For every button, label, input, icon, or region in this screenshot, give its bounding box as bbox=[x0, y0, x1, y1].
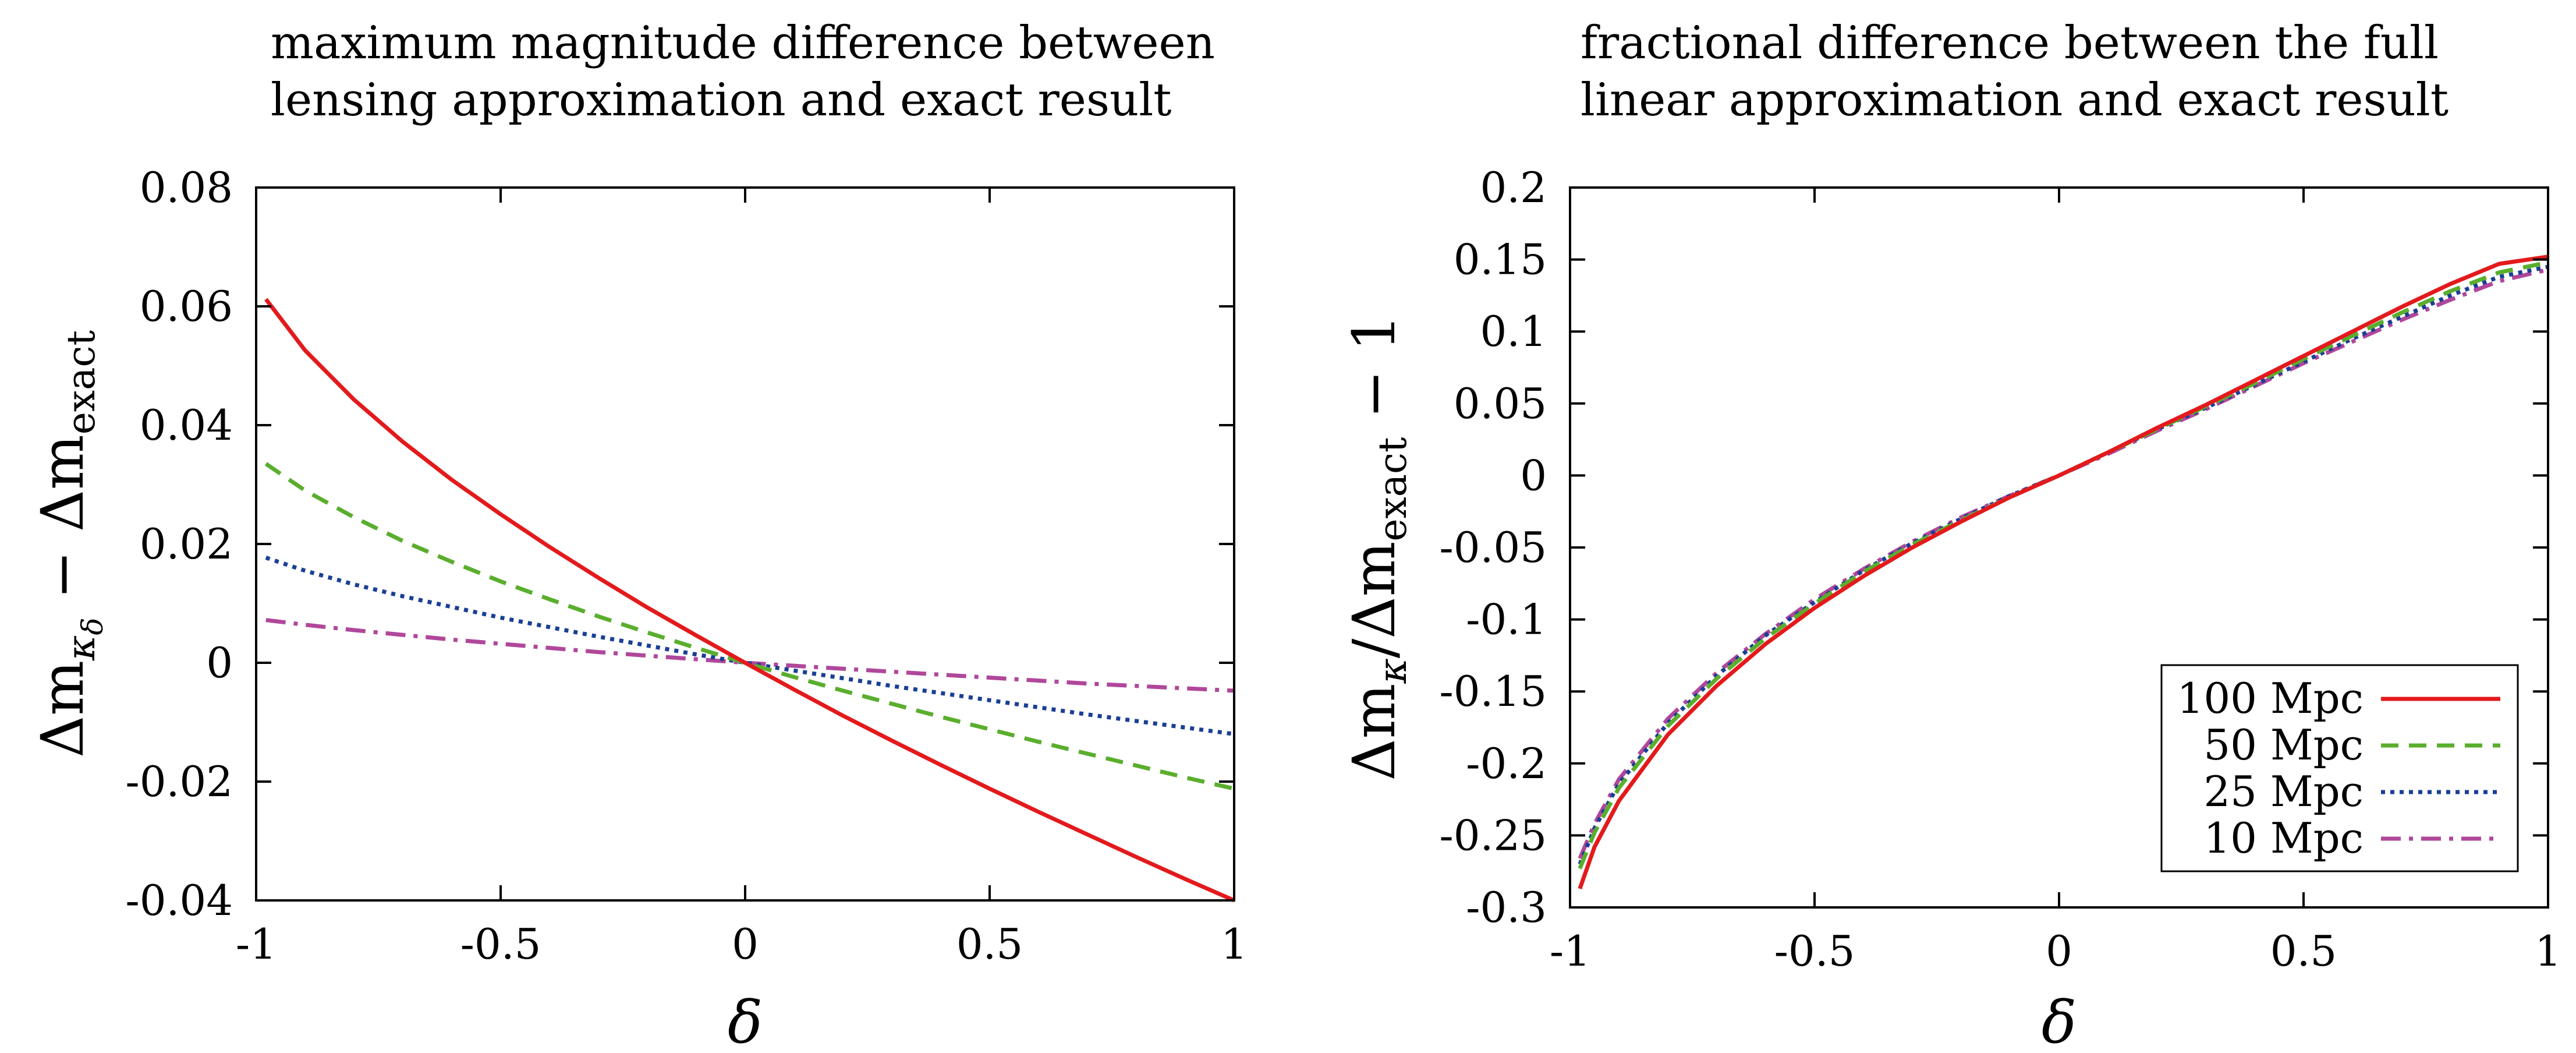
right-chart-y-tick-label: 0.15 bbox=[1454, 235, 1547, 284]
left-chart-y-tick-label: 0.06 bbox=[140, 282, 233, 331]
left-chart-plot-frame bbox=[255, 186, 1235, 902]
left-chart-y-tick-label: -0.02 bbox=[125, 757, 233, 806]
right-chart-x-tick-label: 0 bbox=[2046, 927, 2072, 976]
left-chart-ticks: -1 -0.5 0 0.5 1 -0.04 -0.02 0 0.02 0.04 0.06 0.08 bbox=[125, 163, 1248, 969]
legend-label: 10 Mpc bbox=[2203, 814, 2364, 863]
right-chart: fractional difference between the full l… bbox=[1340, 17, 2561, 1053]
right-chart-y-tick-label: -0.15 bbox=[1439, 667, 1547, 716]
right-chart-y-tick-label: 0 bbox=[1520, 451, 1547, 500]
left-chart-y-tick-label: 0 bbox=[206, 638, 233, 687]
left-chart-y-tick-label: 0.08 bbox=[140, 163, 233, 212]
left-chart-title-line-2: lensing approximation and exact result bbox=[271, 74, 1172, 126]
right-chart-x-axis-label: δ bbox=[2042, 988, 2077, 1053]
right-chart-y-tick-label: -0.25 bbox=[1439, 811, 1547, 860]
left-chart-y-tick-label: -0.04 bbox=[125, 876, 233, 925]
left-chart-x-tick-label: 0.5 bbox=[956, 920, 1023, 969]
legend-label: 100 Mpc bbox=[2177, 674, 2364, 723]
left-chart-series-50-mpc bbox=[264, 462, 1235, 791]
right-chart-x-tick-label: 0.5 bbox=[2270, 927, 2337, 976]
right-chart-series-100-mpc bbox=[1578, 255, 2549, 890]
right-chart-y-tick-label: -0.3 bbox=[1466, 883, 1547, 932]
right-chart-x-tick-label: -1 bbox=[1550, 927, 1590, 976]
left-chart-x-tick-label: -0.5 bbox=[460, 920, 541, 969]
right-chart-y-tick-label: 0.2 bbox=[1480, 163, 1547, 212]
right-chart-x-tick-label: -0.5 bbox=[1774, 927, 1855, 976]
right-chart-series-50-mpc bbox=[1578, 260, 2549, 870]
right-chart-series bbox=[1578, 255, 2549, 890]
left-chart-y-tick-label: 0.04 bbox=[140, 401, 233, 450]
legend-label: 25 Mpc bbox=[2203, 767, 2364, 816]
left-chart-x-tick-label: 0 bbox=[732, 920, 759, 969]
right-chart-x-tick-label: 1 bbox=[2535, 927, 2561, 976]
legend-label: 50 Mpc bbox=[2203, 720, 2364, 769]
left-chart-y-tick-label: 0.02 bbox=[140, 520, 233, 568]
left-chart: maximum magnitude difference between len… bbox=[29, 17, 1248, 1053]
left-chart-series-25-mpc bbox=[265, 556, 1235, 736]
right-chart-y-tick-label: -0.1 bbox=[1466, 595, 1547, 644]
left-chart-x-tick-label: 1 bbox=[1221, 920, 1248, 969]
right-chart-y-axis-label: Δmκ/Δmexact − 1 bbox=[1340, 314, 1415, 780]
left-chart-series-10-mpc bbox=[265, 618, 1235, 693]
left-chart-x-axis-label: δ bbox=[728, 988, 763, 1053]
left-chart-y-axis-label: Δmκδ − Δmexact bbox=[29, 330, 109, 758]
right-chart-y-tick-label: -0.05 bbox=[1439, 523, 1547, 572]
left-chart-series-100-mpc bbox=[264, 298, 1235, 903]
right-chart-title-line-1: fractional difference between the full bbox=[1581, 17, 2439, 69]
right-chart-y-tick-label: 0.05 bbox=[1454, 379, 1547, 428]
right-chart-y-tick-label: -0.2 bbox=[1466, 739, 1547, 788]
left-chart-title-line-1: maximum magnitude difference between bbox=[271, 17, 1215, 69]
left-chart-x-tick-label: -1 bbox=[236, 920, 277, 969]
left-chart-series bbox=[264, 298, 1235, 903]
right-chart-title-line-2: linear approximation and exact result bbox=[1581, 74, 2449, 126]
right-chart-ticks: -1 -0.5 0 0.5 1 -0.3 -0.25 -0.2 -0.15 -0.1 -0.05 0 0… bbox=[1439, 163, 2561, 976]
right-chart-y-tick-label: 0.1 bbox=[1480, 307, 1547, 356]
